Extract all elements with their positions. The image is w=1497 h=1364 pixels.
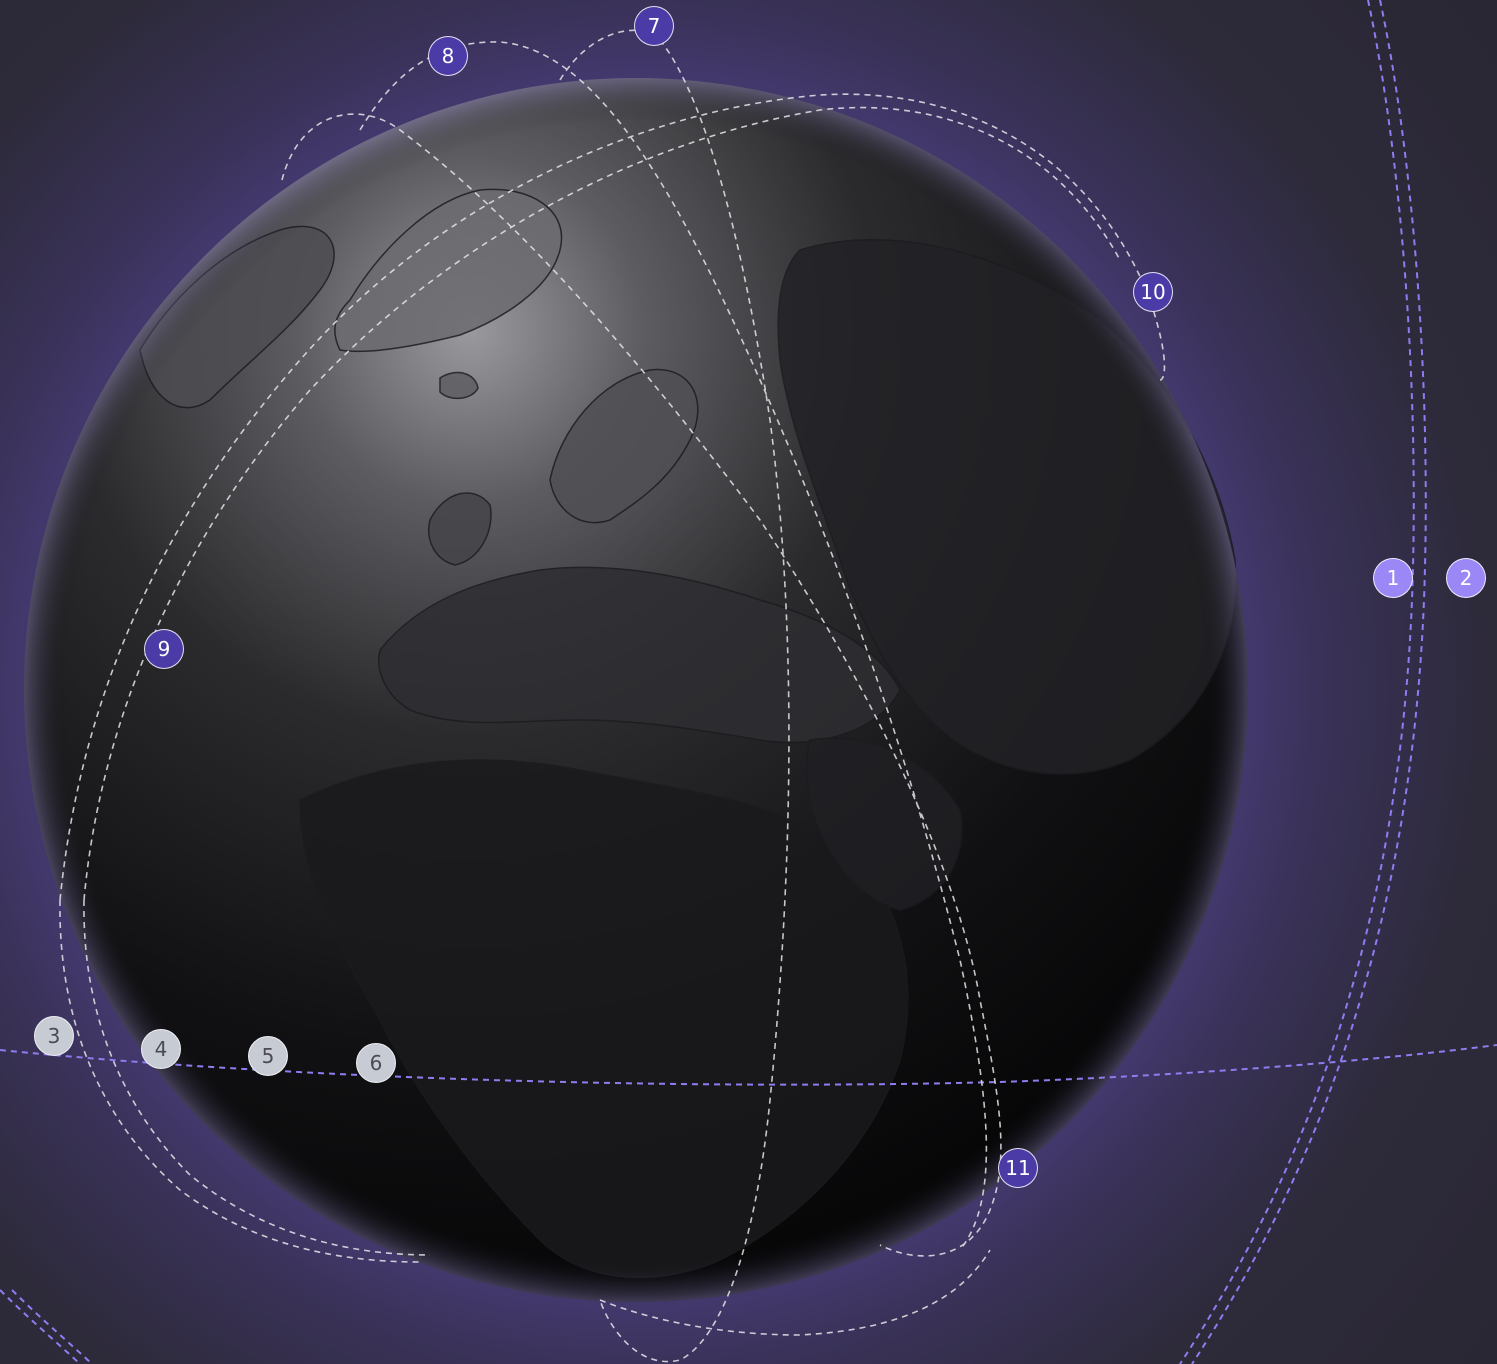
- orbit-path-c: [559, 29, 790, 1363]
- globe-rim: [24, 78, 1248, 1302]
- satellite-marker-5[interactable]: 5: [248, 1036, 288, 1076]
- satellite-marker-10[interactable]: 10: [1133, 272, 1173, 312]
- equatorial-orbit-path: [0, 1044, 1497, 1086]
- satellite-marker-8[interactable]: 8: [428, 36, 468, 76]
- orbit-path-e: [83, 106, 1121, 901]
- orbit-path-f: [59, 899, 421, 1263]
- satellite-marker-11[interactable]: 11: [998, 1148, 1038, 1188]
- satellite-marker-9[interactable]: 9: [144, 629, 184, 669]
- satellite-marker-7[interactable]: 7: [634, 6, 674, 46]
- orbit-path-b: [359, 41, 988, 1251]
- bottom-left-orbit-path: [0, 1289, 81, 1364]
- satellite-marker-2[interactable]: 2: [1446, 558, 1486, 598]
- orbit-path-g: [83, 899, 431, 1256]
- polar-orbit-path-2: [1191, 0, 1427, 1364]
- satellite-marker-3[interactable]: 3: [34, 1016, 74, 1056]
- satellite-marker-4[interactable]: 4: [141, 1029, 181, 1069]
- polar-orbit-path-1: [1179, 0, 1415, 1364]
- satellite-marker-6[interactable]: 6: [356, 1043, 396, 1083]
- orbit-path-a: [281, 113, 1002, 1257]
- satellite-marker-1[interactable]: 1: [1373, 558, 1413, 598]
- orbit-path-d: [59, 93, 1166, 901]
- bottom-left-orbit-path-2: [11, 1289, 93, 1364]
- orbit-path-h: [599, 1249, 991, 1336]
